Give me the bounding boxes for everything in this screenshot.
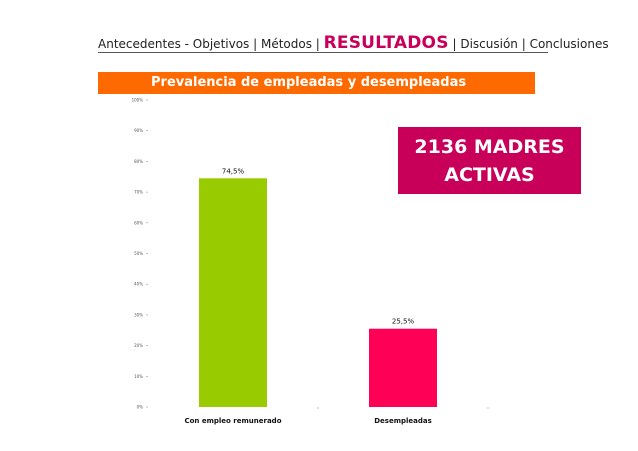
y-tick-label: 40% — [134, 282, 143, 287]
nav-sections-before[interactable]: Antecedentes - Objetivos | Métodos | — [98, 37, 324, 51]
nav-divider — [98, 52, 548, 53]
chart-title-banner: Prevalencia de empleadas y desempleadas — [98, 72, 535, 94]
y-tick-label: 10% — [134, 374, 143, 379]
y-tick-label: 30% — [134, 312, 143, 317]
y-tick-label: 60% — [134, 220, 143, 225]
chart-title: Prevalencia de empleadas y desempleadas — [151, 75, 467, 90]
y-tick-label: 0% — [137, 405, 144, 410]
category-label: Desempleadas — [374, 417, 432, 425]
bar-employed — [199, 178, 267, 407]
total-mothers-callout: 2136 MADRES ACTIVAS — [398, 127, 581, 194]
section-nav: Antecedentes - Objetivos | Métodos | RES… — [98, 33, 609, 53]
category-label: Con empleo remunerado — [184, 417, 281, 425]
bar-unemployed — [369, 328, 437, 407]
y-tick-label: 20% — [134, 343, 143, 348]
bar-value-label: 74,5% — [222, 167, 245, 175]
nav-active-section[interactable]: RESULTADOS — [323, 33, 449, 53]
y-tick-label: 70% — [134, 190, 143, 195]
nav-sections-after[interactable]: | Discusión | Conclusiones — [448, 37, 609, 51]
bar-value-label: 25,5% — [392, 318, 415, 326]
y-tick-label: 80% — [134, 159, 143, 164]
callout-line-2: ACTIVAS — [444, 163, 535, 186]
callout-line-1: 2136 MADRES — [414, 135, 565, 158]
y-tick-label: 100% — [132, 98, 144, 103]
y-tick-label: 50% — [134, 251, 143, 256]
y-tick-label: 90% — [134, 128, 143, 133]
